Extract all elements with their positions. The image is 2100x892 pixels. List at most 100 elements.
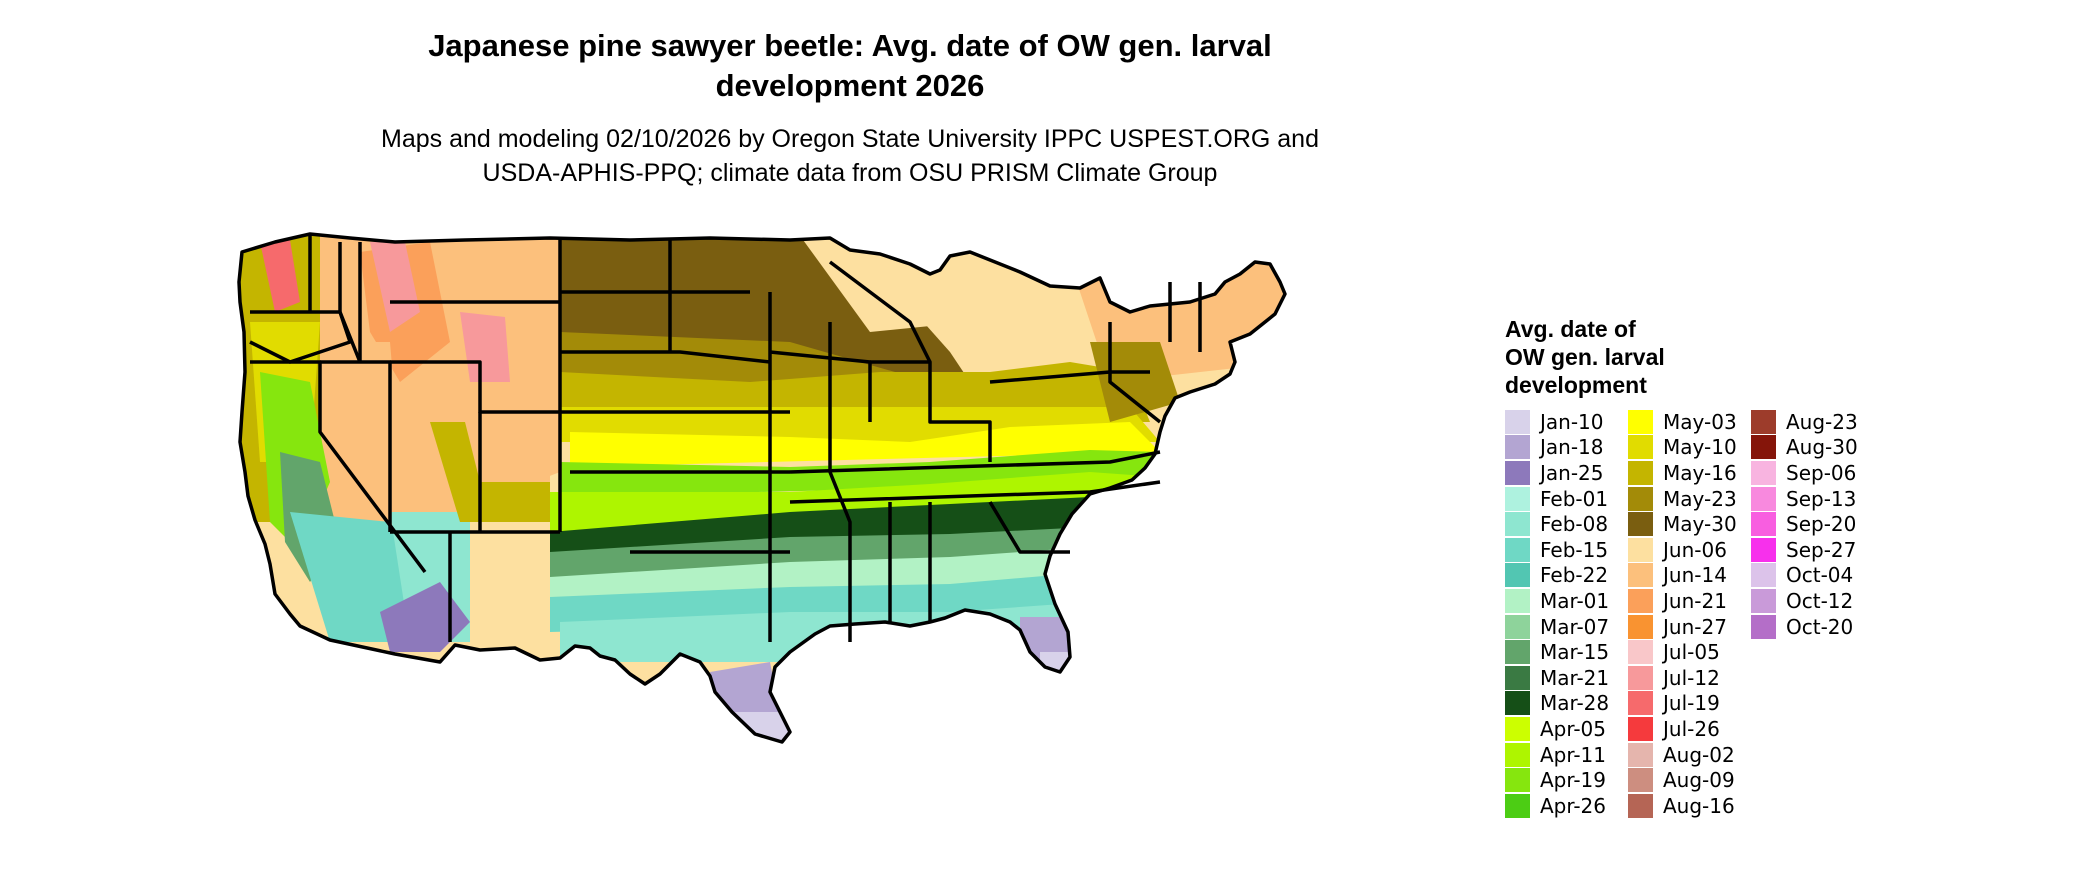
band-may-yellow (570, 422, 1160, 467)
legend-label: Sep-27 (1786, 537, 1857, 562)
band-pennsylvania-olive (1090, 342, 1180, 422)
legend-item-sep-06: Sep-06 (1751, 460, 1856, 486)
legend-item-aug-23: Aug-23 (1751, 409, 1858, 435)
legend-swatch (1628, 665, 1653, 690)
legend-item-mar-07: Mar-07 (1505, 614, 1609, 640)
legend-label: Mar-01 (1540, 588, 1610, 613)
legend-item-oct-12: Oct-12 (1751, 588, 1853, 614)
legend-title-line-2: OW gen. larval (1505, 344, 1665, 370)
legend-label: Aug-30 (1786, 435, 1858, 460)
legend-label: Jan-25 (1540, 460, 1604, 485)
legend-item-feb-08: Feb-08 (1505, 511, 1608, 537)
legend-label: Aug-02 (1663, 742, 1735, 767)
legend-item-may-03: May-03 (1628, 409, 1737, 435)
legend-swatch (1628, 435, 1653, 460)
band-great-lakes-peach (790, 234, 970, 332)
legend-item-apr-11: Apr-11 (1505, 742, 1606, 768)
border-tennessee-north (789, 450, 1161, 474)
legend-swatch (1751, 486, 1776, 511)
legend-label: May-23 (1663, 486, 1737, 511)
legend-swatch (1751, 537, 1776, 562)
legend-item-jul-19: Jul-19 (1628, 691, 1720, 717)
border-georgia-sc (988, 501, 1070, 554)
legend-label: May-03 (1663, 409, 1737, 434)
legend-item-sep-13: Sep-13 (1751, 486, 1856, 512)
legend-label: Mar-21 (1540, 665, 1610, 690)
legend-swatch (1628, 793, 1653, 818)
legend-item-jun-06: Jun-06 (1628, 537, 1727, 563)
legend-label: Mar-28 (1540, 691, 1610, 716)
legend-item-aug-16: Aug-16 (1628, 793, 1735, 819)
legend-swatch (1505, 537, 1530, 562)
border-tennessee-south (789, 480, 1161, 504)
band-southwest-apricot (460, 392, 550, 482)
legend-item-feb-22: Feb-22 (1505, 563, 1608, 589)
legend-swatch (1628, 742, 1653, 767)
legend-label: Apr-11 (1540, 742, 1606, 767)
band-april-green (550, 472, 1160, 532)
border-new-york-pa (1108, 322, 1162, 424)
legend-label: Jul-26 (1663, 716, 1720, 741)
us-degree-day-map (237, 232, 1287, 744)
legend-item-aug-02: Aug-02 (1628, 742, 1735, 768)
legend-item-may-23: May-23 (1628, 486, 1737, 512)
legend-swatch (1628, 460, 1653, 485)
legend-item-jul-26: Jul-26 (1628, 716, 1720, 742)
legend-label: Jun-14 (1663, 563, 1727, 588)
legend-item-feb-15: Feb-15 (1505, 537, 1608, 563)
legend-item-feb-01: Feb-01 (1505, 486, 1608, 512)
legend-label: Jul-12 (1663, 665, 1720, 690)
band-nevada-apricot (320, 342, 400, 502)
band-colorado-pink (460, 312, 510, 382)
legend-swatch (1505, 793, 1530, 818)
legend-swatch (1628, 691, 1653, 716)
legend-swatch (1505, 409, 1530, 434)
legend-label: Oct-20 (1786, 614, 1854, 639)
legend-swatch (1628, 537, 1653, 562)
legend-label: Sep-20 (1786, 512, 1857, 537)
legend-swatch (1505, 588, 1530, 613)
legend-item-jul-05: Jul-05 (1628, 639, 1720, 665)
map-subtitle-line-1: Maps and modeling 02/10/2026 by Oregon S… (381, 125, 1319, 153)
legend-label: Mar-07 (1540, 614, 1610, 639)
border-california-nevada (250, 360, 427, 574)
legend-label: Sep-06 (1786, 460, 1857, 485)
legend-swatch (1505, 563, 1530, 588)
map-subtitle-line-2: USDA-APHIS-PPQ; climate data from OSU PR… (482, 159, 1218, 187)
state-borders (237, 232, 1287, 744)
legend-swatch (1628, 614, 1653, 639)
legend-item-oct-20: Oct-20 (1751, 614, 1853, 640)
legend-item-aug-30: Aug-30 (1751, 435, 1858, 461)
legend-label: Jul-05 (1663, 640, 1720, 665)
legend-swatch (1505, 742, 1530, 767)
band-arizona-purple (380, 582, 470, 652)
legend-swatch (1751, 409, 1776, 434)
legend-label: Feb-22 (1540, 563, 1609, 588)
legend-label: Jun-27 (1663, 614, 1727, 639)
border-sd-nebraska (560, 350, 771, 364)
legend-label: Aug-16 (1663, 793, 1735, 818)
legend-label: Sep-13 (1786, 486, 1857, 511)
legend-swatch (1505, 614, 1530, 639)
legend-item-jan-18: Jan-18 (1505, 435, 1604, 461)
map-subtitle: Maps and modeling 02/10/2026 by Oregon S… (310, 122, 1390, 190)
border-idaho-west (338, 242, 362, 363)
legend-label: Apr-05 (1540, 716, 1606, 741)
legend-title-line-3: development (1505, 372, 1647, 398)
legend-swatch (1628, 512, 1653, 537)
legend-item-apr-19: Apr-19 (1505, 767, 1606, 793)
legend-label: Feb-08 (1540, 512, 1609, 537)
legend-label: Aug-09 (1663, 768, 1735, 793)
legend-item-may-16: May-16 (1628, 460, 1737, 486)
band-rockies-pink (370, 242, 420, 332)
legend-swatch (1505, 716, 1530, 741)
legend-swatch (1505, 691, 1530, 716)
legend-label: May-16 (1663, 460, 1737, 485)
legend-swatch (1628, 768, 1653, 793)
legend-swatch (1751, 435, 1776, 460)
legend-swatch (1751, 614, 1776, 639)
legend-item-jul-12: Jul-12 (1628, 665, 1720, 691)
legend-item-mar-28: Mar-28 (1505, 691, 1609, 717)
border-mississippi-east (828, 322, 852, 642)
border-wyoming-colorado (390, 360, 560, 414)
